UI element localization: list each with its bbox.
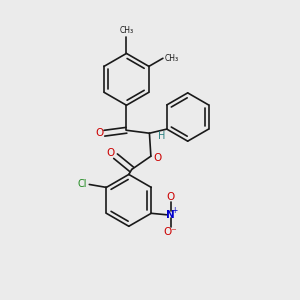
Text: O⁻: O⁻ bbox=[164, 227, 178, 237]
Text: O: O bbox=[106, 148, 114, 158]
Text: CH₃: CH₃ bbox=[164, 54, 178, 63]
Text: O: O bbox=[95, 128, 103, 138]
Text: N: N bbox=[166, 210, 175, 220]
Text: Cl: Cl bbox=[77, 179, 87, 189]
Text: CH₃: CH₃ bbox=[119, 26, 134, 35]
Text: +: + bbox=[172, 206, 178, 215]
Text: H: H bbox=[158, 131, 165, 141]
Text: O: O bbox=[167, 192, 175, 202]
Text: O: O bbox=[153, 153, 161, 163]
